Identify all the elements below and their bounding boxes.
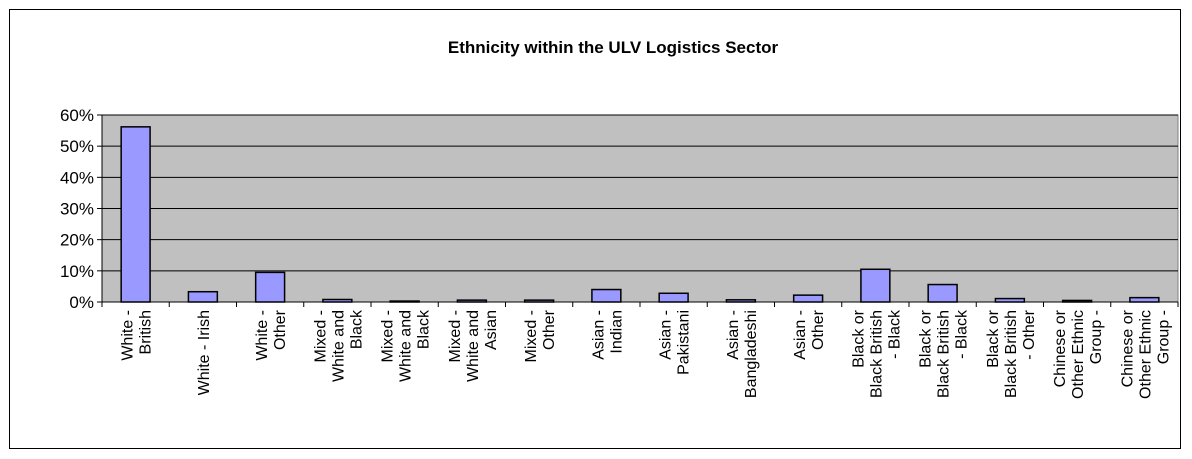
bar — [792, 294, 824, 303]
x-tick-label: White and — [465, 310, 482, 382]
x-tick-label: - Other — [1021, 309, 1038, 359]
bar — [994, 297, 1026, 303]
x-tick-label: Mixed - — [312, 310, 329, 362]
x-tick-label: Mixed - — [447, 310, 464, 362]
x-tick-label: Other — [810, 309, 827, 350]
bar-chart: Ethnicity within the ULV Logistics Secto… — [60, 38, 1179, 399]
x-tick-label: Asian - — [658, 310, 675, 360]
y-tick-label: 40% — [60, 168, 94, 187]
x-tick-label: Asian - — [725, 310, 742, 360]
x-tick-label: White and — [398, 310, 415, 382]
x-tick-label: Black British — [1003, 310, 1020, 398]
x-tick-label: Group - — [1155, 310, 1172, 364]
gridlines — [102, 114, 1178, 272]
bar — [254, 271, 286, 303]
y-tick-label: 60% — [60, 106, 94, 125]
bar — [860, 268, 891, 303]
y-tick-label: 10% — [60, 262, 94, 281]
x-tick-label: Other — [272, 309, 289, 350]
x-tick-label: White - — [254, 310, 271, 361]
x-tick-label: Asian — [483, 310, 500, 350]
bars — [120, 126, 1160, 303]
y-axis-ticks: 0% 10% 20% 30% 40% 50% 60% — [60, 106, 102, 312]
bar — [120, 126, 151, 303]
x-tick-label: Chinese or — [1119, 309, 1136, 387]
x-tick-label: Black British — [868, 310, 885, 398]
x-tick-label: Group - — [1088, 310, 1105, 364]
x-tick-label: Chinese or — [1052, 309, 1069, 387]
x-tick-label: White - Irish — [196, 310, 213, 395]
x-tick-label: Bangladeshi — [743, 310, 760, 398]
x-tick-label: Other Ethnic — [1070, 310, 1087, 399]
bar — [1129, 296, 1160, 303]
y-tick-label: 50% — [60, 137, 94, 156]
x-tick-label: Black — [416, 309, 433, 349]
y-tick-label: 30% — [60, 200, 94, 219]
x-tick-label: - Black — [886, 309, 903, 359]
x-axis-labels: White - British White - Irish White - Other M… — [101, 302, 1172, 399]
bar — [658, 292, 689, 303]
x-tick-label: Asian - — [590, 310, 607, 360]
chart-title: Ethnicity within the ULV Logistics Secto… — [448, 38, 779, 57]
x-tick-label: Other Ethnic — [1137, 310, 1154, 399]
x-tick-label: British — [138, 310, 155, 354]
x-tick-label: Pakistani — [676, 310, 693, 375]
x-tick-label: Black — [348, 309, 365, 349]
bar — [591, 288, 622, 303]
x-tick-label: Black or — [985, 309, 1002, 367]
chart-frame: Ethnicity within the ULV Logistics Secto… — [9, 9, 1181, 449]
x-tick-label: Black or — [850, 309, 867, 367]
x-tick-label: Black British — [936, 310, 953, 398]
y-tick-label: 20% — [60, 231, 94, 250]
x-tick-label: White - — [120, 310, 137, 361]
bar — [187, 290, 219, 303]
x-tick-label: Asian - — [792, 310, 809, 360]
bar — [927, 283, 958, 303]
x-tick-label: Indian — [608, 310, 625, 354]
y-tick-label: 0% — [69, 293, 94, 312]
x-tick-label: White and — [330, 310, 347, 382]
x-tick-label: Mixed - — [523, 310, 540, 362]
x-tick-label: Black or — [918, 309, 935, 367]
x-tick-label: Other — [541, 309, 558, 350]
x-tick-label: Mixed - — [380, 310, 397, 362]
x-tick-label: - Black — [954, 309, 971, 359]
